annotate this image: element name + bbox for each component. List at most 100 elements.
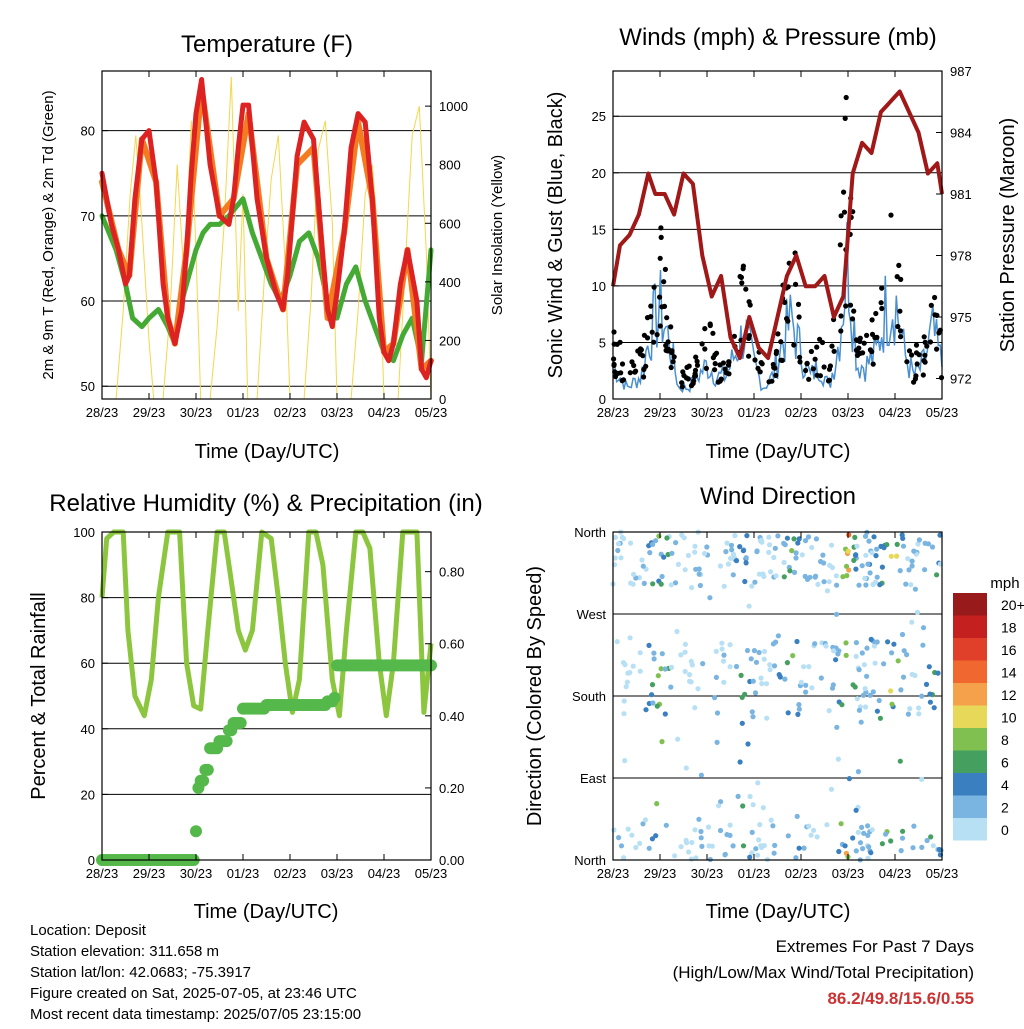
gust-point <box>810 366 817 372</box>
precipitation-point <box>201 763 214 776</box>
x-tick-label: 28/23 <box>86 405 119 420</box>
wind-direction-point <box>625 670 631 676</box>
wind-direction-point <box>758 675 764 681</box>
wind-direction-point <box>824 822 830 828</box>
gust-point <box>873 310 879 317</box>
y2-tick-label: 800 <box>439 158 461 173</box>
gust-point <box>644 315 651 321</box>
gust-point <box>849 316 856 322</box>
wind-direction-point <box>767 667 773 673</box>
wind-direction-point <box>753 846 759 852</box>
wind-direction-point <box>833 611 840 617</box>
wind-direction-point <box>625 826 631 832</box>
wind-direction-point <box>728 542 735 549</box>
wind-direction-point <box>668 664 675 671</box>
wind-direction-point <box>678 652 684 658</box>
gust-point <box>806 376 812 382</box>
y-tick-label: 60 <box>81 294 95 309</box>
wind-direction-point <box>785 710 791 716</box>
wind-direction-point <box>682 649 688 655</box>
wind-direction-point <box>770 641 777 647</box>
wind-direction-point <box>910 845 916 851</box>
wind-direction-point <box>682 567 688 573</box>
elevation-text: Station elevation: 311.658 m <box>30 943 220 960</box>
wind-direction-point <box>802 538 809 544</box>
gust-point <box>712 361 718 367</box>
wind-direction-point <box>755 852 761 858</box>
wind-direction-point <box>658 666 664 672</box>
y-tick-label: North <box>574 853 606 868</box>
gust-point <box>864 332 870 338</box>
x-tick-label: 01/23 <box>738 405 771 420</box>
wind-direction-point <box>747 793 753 800</box>
wind-direction-point <box>856 707 863 713</box>
wind-direction-point <box>744 647 751 654</box>
gust-point <box>778 357 784 363</box>
gust-point <box>825 378 832 384</box>
wind-direction-point <box>748 656 754 662</box>
wind-direction-point <box>684 840 690 846</box>
wind-direction-point <box>714 710 721 716</box>
wind-direction-point <box>782 676 788 682</box>
wind-direction-point <box>672 853 678 859</box>
gust-point <box>804 361 810 367</box>
wind-direction-point <box>649 692 655 698</box>
wind-direction-point <box>713 648 719 655</box>
wind-direction-point <box>869 550 875 556</box>
gust-point <box>746 299 752 305</box>
y-tick-label: 50 <box>81 379 95 394</box>
wind-direction-point <box>696 816 702 822</box>
gust-point <box>671 354 677 360</box>
wind-direction-point <box>919 844 925 851</box>
wind-direction-point <box>912 586 919 592</box>
gust-point <box>831 348 837 354</box>
wind-direction-point <box>881 661 887 667</box>
wind-direction-point <box>649 836 656 842</box>
gust-point <box>651 284 657 290</box>
wind-direction-point <box>854 696 860 702</box>
wind-direction-point <box>931 705 937 711</box>
gust-point <box>914 361 920 367</box>
wind-direction-point <box>732 533 738 539</box>
wind-direction-point <box>799 552 805 558</box>
humidity-xlabel: Time (Day/UTC) <box>194 901 339 923</box>
gust-point <box>731 333 738 339</box>
gust-point <box>773 348 780 354</box>
wind-direction-point <box>851 557 857 564</box>
wind-direction-title: Wind Direction <box>700 483 856 510</box>
wind-direction-point <box>650 581 656 587</box>
wind-direction-point <box>692 705 698 711</box>
wind-direction-point <box>843 640 849 646</box>
wind-direction-point <box>814 834 820 840</box>
gust-point <box>842 115 848 121</box>
wind-direction-point <box>899 835 906 841</box>
colorbar-swatch <box>953 660 987 683</box>
wind-direction-point <box>723 549 729 555</box>
wind-direction-point <box>758 843 764 849</box>
wind-direction-point <box>824 588 831 594</box>
y-tick-label: 80 <box>81 124 95 139</box>
wind-direction-point <box>673 540 679 546</box>
wind-direction-point <box>766 534 772 540</box>
gust-point <box>658 234 664 240</box>
wind-direction-point <box>863 552 869 558</box>
wind-direction-point <box>718 799 724 805</box>
wind-direction-point <box>801 664 807 670</box>
x-tick-label: 02/23 <box>274 405 307 420</box>
wind-direction-point <box>654 801 660 807</box>
gust-point <box>916 352 922 358</box>
wind-direction-point <box>651 656 657 662</box>
gust-point <box>633 368 639 374</box>
gust-point <box>651 339 657 345</box>
y-tick-label: 40 <box>81 722 95 737</box>
wind-direction-point <box>739 720 745 726</box>
wind-direction-point <box>646 845 652 851</box>
wind-direction-point <box>923 681 930 688</box>
wind-direction-point <box>864 673 870 679</box>
colorbar-swatch <box>953 750 987 773</box>
wind-direction-point <box>909 619 915 625</box>
wind-direction-point <box>807 574 813 580</box>
wind-direction-point <box>621 536 627 542</box>
gust-point <box>775 331 781 337</box>
y-tick-label: 0 <box>599 392 606 407</box>
